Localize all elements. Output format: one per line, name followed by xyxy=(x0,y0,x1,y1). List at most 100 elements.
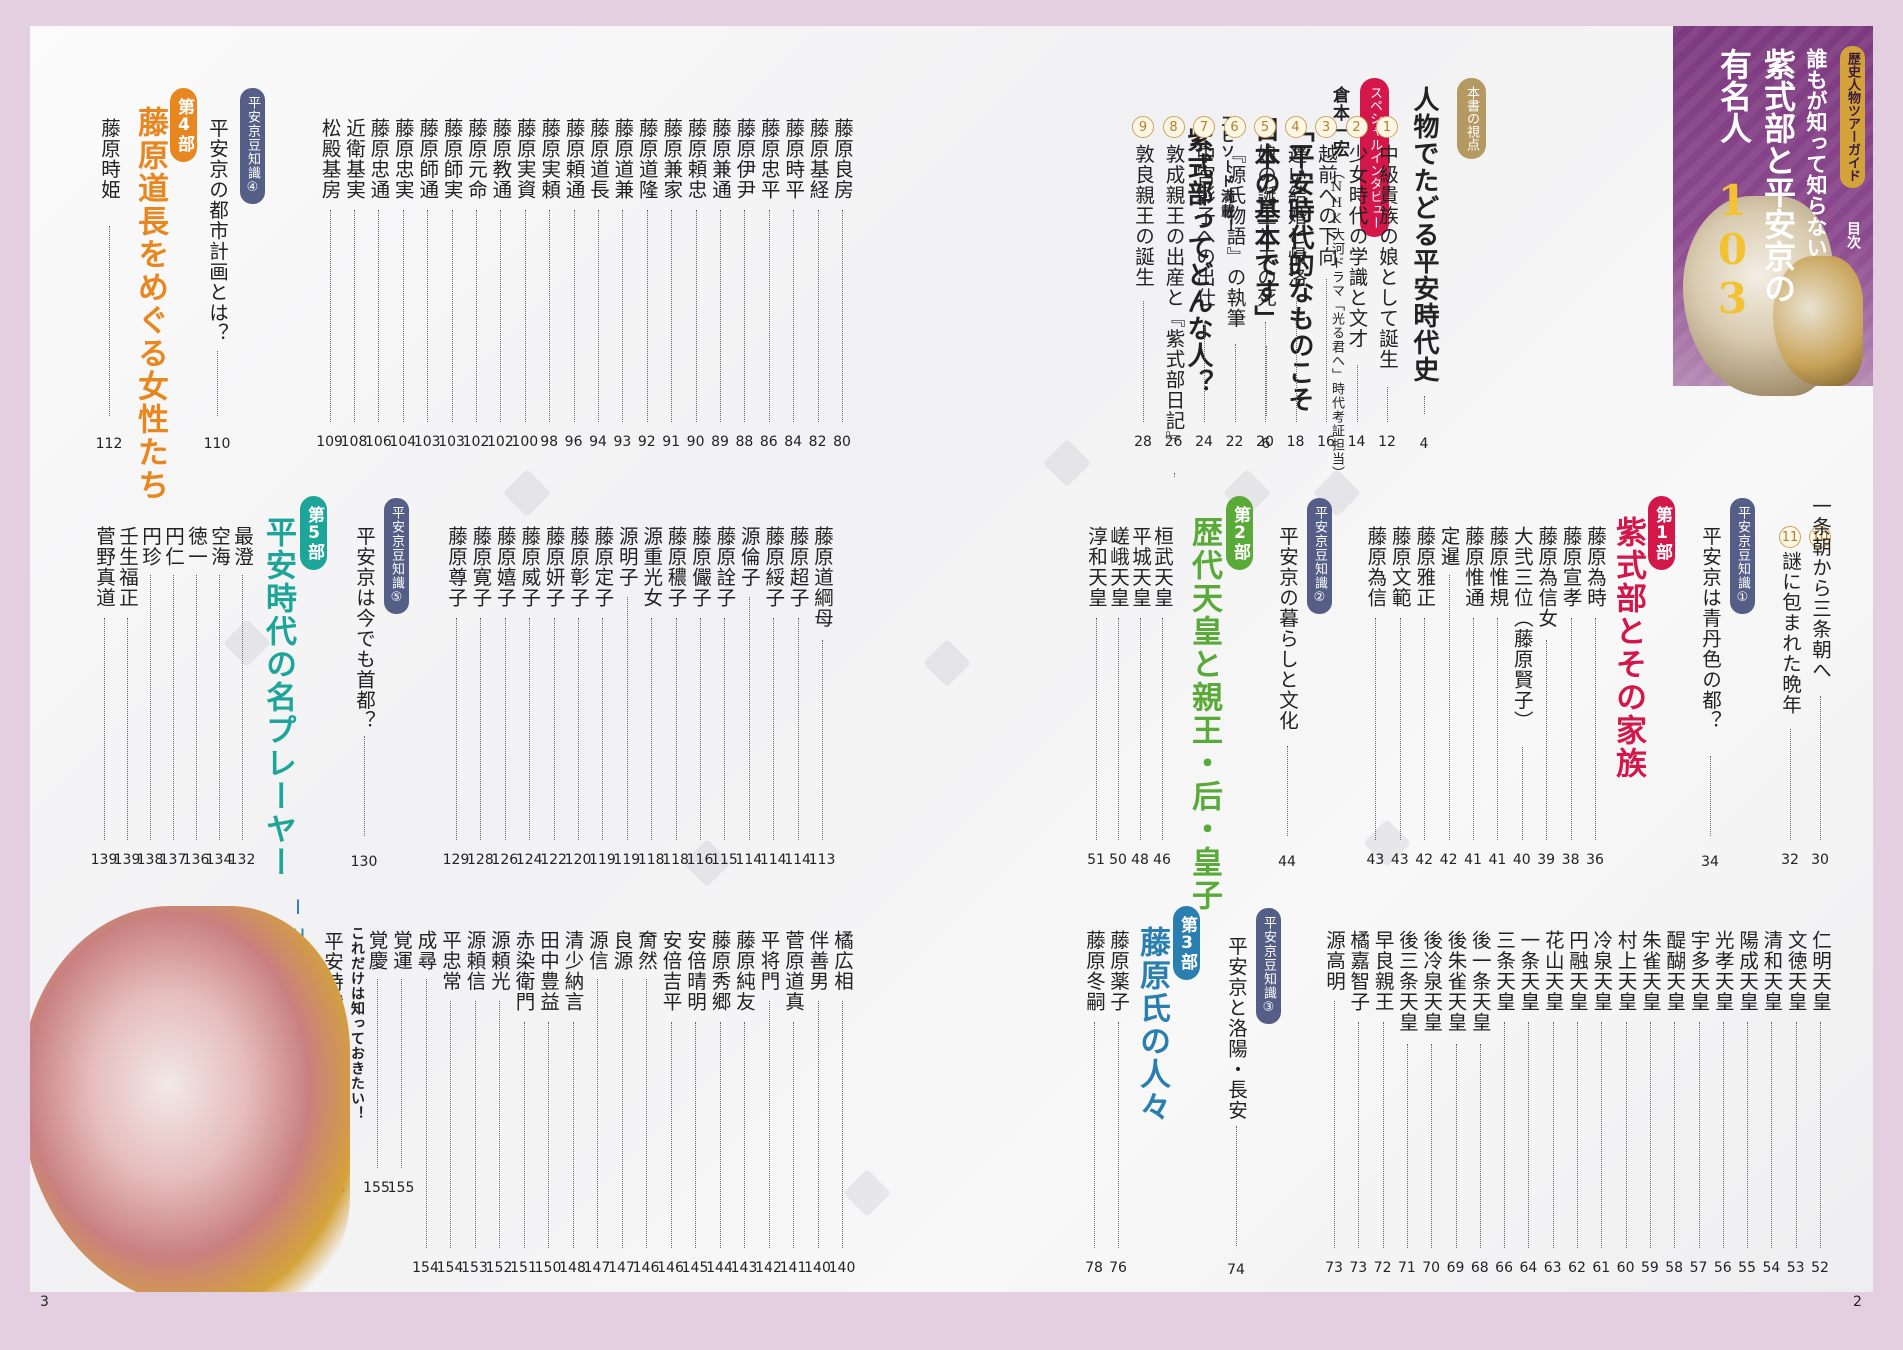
person-entry[interactable]: 藤原忠平 xyxy=(757,118,781,200)
person-entry[interactable]: 源明子 xyxy=(615,526,639,588)
mame-title-1[interactable]: 平安京は青丹色の都？ xyxy=(1698,526,1722,731)
person-entry[interactable]: 藤原兼家 xyxy=(659,118,683,200)
mame-title-2[interactable]: 平安京の暮らしと文化 xyxy=(1275,526,1299,731)
mame-title-3[interactable]: 平安京と洛陽・長安 xyxy=(1224,936,1248,1121)
person-entry[interactable]: 平城天皇 xyxy=(1128,526,1152,608)
person-entry[interactable]: 円珍 xyxy=(138,526,162,567)
person-entry[interactable]: 藤原忠実 xyxy=(391,118,415,200)
person-entry[interactable]: 大弐三位（藤原賢子） xyxy=(1510,526,1534,731)
person-entry[interactable]: 藤原妍子 xyxy=(542,526,566,608)
person-entry[interactable]: 村上天皇 xyxy=(1614,930,1638,1012)
person-entry[interactable]: 藤原惟規 xyxy=(1485,526,1509,608)
person-entry[interactable]: 醍醐天皇 xyxy=(1662,930,1686,1012)
person-entry[interactable]: 藤原純友 xyxy=(732,930,756,1012)
person-entry[interactable]: 藤原詮子 xyxy=(712,526,736,608)
part4-title[interactable]: 藤原道長をめぐる女性たち xyxy=(132,106,168,502)
part2-title[interactable]: 歴代天皇と親王・后・皇子 xyxy=(1186,516,1222,912)
person-entry[interactable]: 陽成天皇 xyxy=(1735,930,1759,1012)
person-entry[interactable]: 朱雀天皇 xyxy=(1638,930,1662,1012)
person-entry[interactable]: 藤原道綱母 xyxy=(810,526,834,629)
person-entry[interactable]: 文徳天皇 xyxy=(1784,930,1808,1012)
person-entry[interactable]: 清少納言 xyxy=(561,930,584,1012)
person-entry[interactable]: 宇多天皇 xyxy=(1687,930,1710,1012)
person-entry[interactable]: 藤原寛子 xyxy=(468,526,492,608)
episode-entry[interactable]: 敦成親王の出産と『紫式部日記』 xyxy=(1162,144,1185,452)
person-entry[interactable]: 藤原宣孝 xyxy=(1559,526,1583,608)
person-entry[interactable]: 橘嘉智子 xyxy=(1346,930,1370,1012)
episode-entry[interactable]: 敦良親王の誕生 xyxy=(1131,144,1155,288)
person-entry[interactable]: 後三条天皇 xyxy=(1395,930,1419,1033)
person-entry[interactable]: 藤原冬嗣 xyxy=(1082,930,1106,1012)
episode-entry[interactable]: 中級貴族の娘として誕生 xyxy=(1375,144,1399,370)
person-entry[interactable]: 覚運 xyxy=(389,930,413,971)
person-entry[interactable]: 藤原儼子 xyxy=(688,526,712,608)
person-entry[interactable]: 田中豊益 xyxy=(536,930,560,1012)
episode-title[interactable]: 紫式部ってどんな人？ xyxy=(1183,126,1213,396)
person-entry[interactable]: 清和天皇 xyxy=(1759,930,1783,1012)
part1-title[interactable]: 紫式部とその家族 xyxy=(1610,516,1646,780)
person-entry[interactable]: 藤原威子 xyxy=(517,526,541,608)
person-entry[interactable]: 円仁 xyxy=(161,526,185,567)
person-entry[interactable]: 平将門 xyxy=(757,930,780,992)
viewpoint-title[interactable]: 人物でたどる平安時代史 xyxy=(1409,86,1439,383)
person-entry[interactable]: 花山天皇 xyxy=(1541,930,1565,1012)
person-entry[interactable]: 後朱雀天皇 xyxy=(1444,930,1467,1033)
person-entry[interactable]: 藤原忠通 xyxy=(366,118,390,200)
person-entry[interactable]: 藤原文範 xyxy=(1388,526,1412,608)
person-entry[interactable]: 桓武天皇 xyxy=(1150,526,1174,608)
person-entry[interactable]: 藤原基経 xyxy=(806,118,830,200)
person-entry[interactable]: 一条天皇 xyxy=(1516,930,1540,1012)
person-entry[interactable]: 藤原惟通 xyxy=(1461,526,1485,608)
person-entry[interactable]: 良源 xyxy=(610,930,633,971)
mame-title-5[interactable]: 平安京は今でも首都？ xyxy=(352,526,376,731)
person-entry[interactable]: 藤原教通 xyxy=(488,118,512,200)
person-entry[interactable]: 藤原為時 xyxy=(1583,526,1607,608)
person-entry[interactable]: 後一条天皇 xyxy=(1468,930,1492,1033)
person-entry[interactable]: 藤原道隆 xyxy=(635,118,659,200)
person-entry[interactable]: 藤原伊尹 xyxy=(732,118,756,200)
part3-title[interactable]: 藤原氏の人々 xyxy=(1134,926,1170,1124)
person-entry[interactable]: 空海 xyxy=(207,526,231,567)
person-entry[interactable]: 藤原薬子 xyxy=(1106,930,1130,1012)
episode-entry[interactable]: 少女時代の学識と文才 xyxy=(1345,144,1368,349)
person-entry[interactable]: 藤原道兼 xyxy=(610,118,634,200)
person-entry[interactable]: 覚慶 xyxy=(365,930,388,971)
episode-entry[interactable]: 中宮彰子への出仕 xyxy=(1192,144,1216,308)
person-entry[interactable]: 藤原定子 xyxy=(590,526,614,608)
person-entry[interactable]: 藤原頼忠 xyxy=(684,118,708,200)
person-entry[interactable]: 藤原為信女 xyxy=(1534,526,1558,629)
person-entry[interactable]: 光孝天皇 xyxy=(1711,930,1735,1012)
person-entry[interactable]: 橘広相 xyxy=(830,930,854,992)
person-entry[interactable]: 藤原元命 xyxy=(464,118,488,200)
person-entry[interactable]: 仁明天皇 xyxy=(1808,930,1832,1012)
episode-entry[interactable]: 『源氏物語』の執筆 xyxy=(1223,144,1246,329)
person-entry[interactable]: 円融天皇 xyxy=(1565,930,1589,1012)
person-entry[interactable]: 成尋 xyxy=(414,930,437,971)
person-entry[interactable]: 赤染衛門 xyxy=(512,930,535,1012)
person-entry[interactable]: 源高明 xyxy=(1322,930,1346,992)
person-entry[interactable]: 松殿基房 xyxy=(318,118,342,200)
person-entry[interactable]: 定暹 xyxy=(1437,526,1461,567)
person-entry[interactable]: 藤原秀郷 xyxy=(708,930,731,1012)
person-entry[interactable]: 藤原実頼 xyxy=(537,118,561,200)
person-entry[interactable]: 藤原穠子 xyxy=(664,526,688,608)
person-entry[interactable]: 藤原道長 xyxy=(586,118,610,200)
person-entry[interactable]: 源重光女 xyxy=(639,526,663,608)
person-entry[interactable]: 最澄 xyxy=(230,526,254,567)
person-entry[interactable]: 冷泉天皇 xyxy=(1589,930,1613,1012)
person-entry[interactable]: 壬生福正 xyxy=(115,526,139,608)
person-entry[interactable]: 藤原尊子 xyxy=(444,526,468,608)
person-entry[interactable]: 藤原師通 xyxy=(415,118,439,200)
person-entry[interactable]: 徳一 xyxy=(184,526,208,567)
person-entry[interactable]: 藤原雅正 xyxy=(1412,526,1436,608)
part4-first-person[interactable]: 藤原時姫 xyxy=(97,118,121,200)
interview-title-1[interactable]: 「平安時代的なものこそ xyxy=(1284,116,1314,413)
person-entry[interactable]: 藤原嬉子 xyxy=(493,526,517,608)
person-entry[interactable]: 安倍晴明 xyxy=(683,930,707,1012)
person-entry[interactable]: 源信 xyxy=(585,930,609,971)
episode-entry[interactable]: 一条朝から三条朝へ xyxy=(1808,496,1832,681)
person-entry[interactable]: 早良親王 xyxy=(1371,930,1395,1012)
person-entry[interactable]: 源頼信 xyxy=(463,930,486,992)
person-entry[interactable]: 源頼光 xyxy=(487,930,511,992)
person-entry[interactable]: 平忠常 xyxy=(438,930,462,992)
